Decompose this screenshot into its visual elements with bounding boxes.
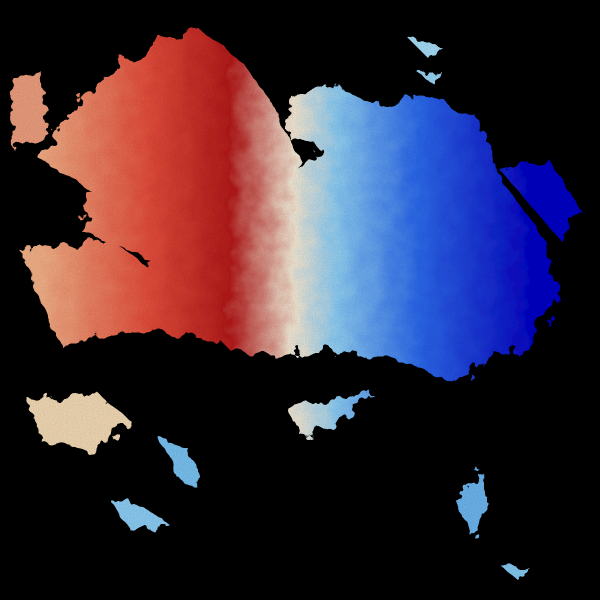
inbound-echo-patch	[410, 40, 440, 60]
outbound-echo-region	[20, 240, 230, 345]
outbound-echo-region	[40, 30, 300, 360]
neutral-echo-patch	[30, 395, 130, 450]
inbound-echo-patch	[500, 565, 530, 582]
inbound-echo-patch	[455, 470, 490, 535]
inbound-echo-region	[290, 390, 370, 435]
inbound-echo-region	[300, 95, 560, 380]
inbound-echo-region	[500, 160, 580, 240]
inbound-echo-patch	[160, 440, 200, 490]
inbound-echo-patch	[420, 70, 440, 85]
inbound-echo-patch	[110, 500, 170, 530]
inbound-echo-region	[290, 85, 380, 150]
outbound-echo-patch	[12, 70, 50, 150]
